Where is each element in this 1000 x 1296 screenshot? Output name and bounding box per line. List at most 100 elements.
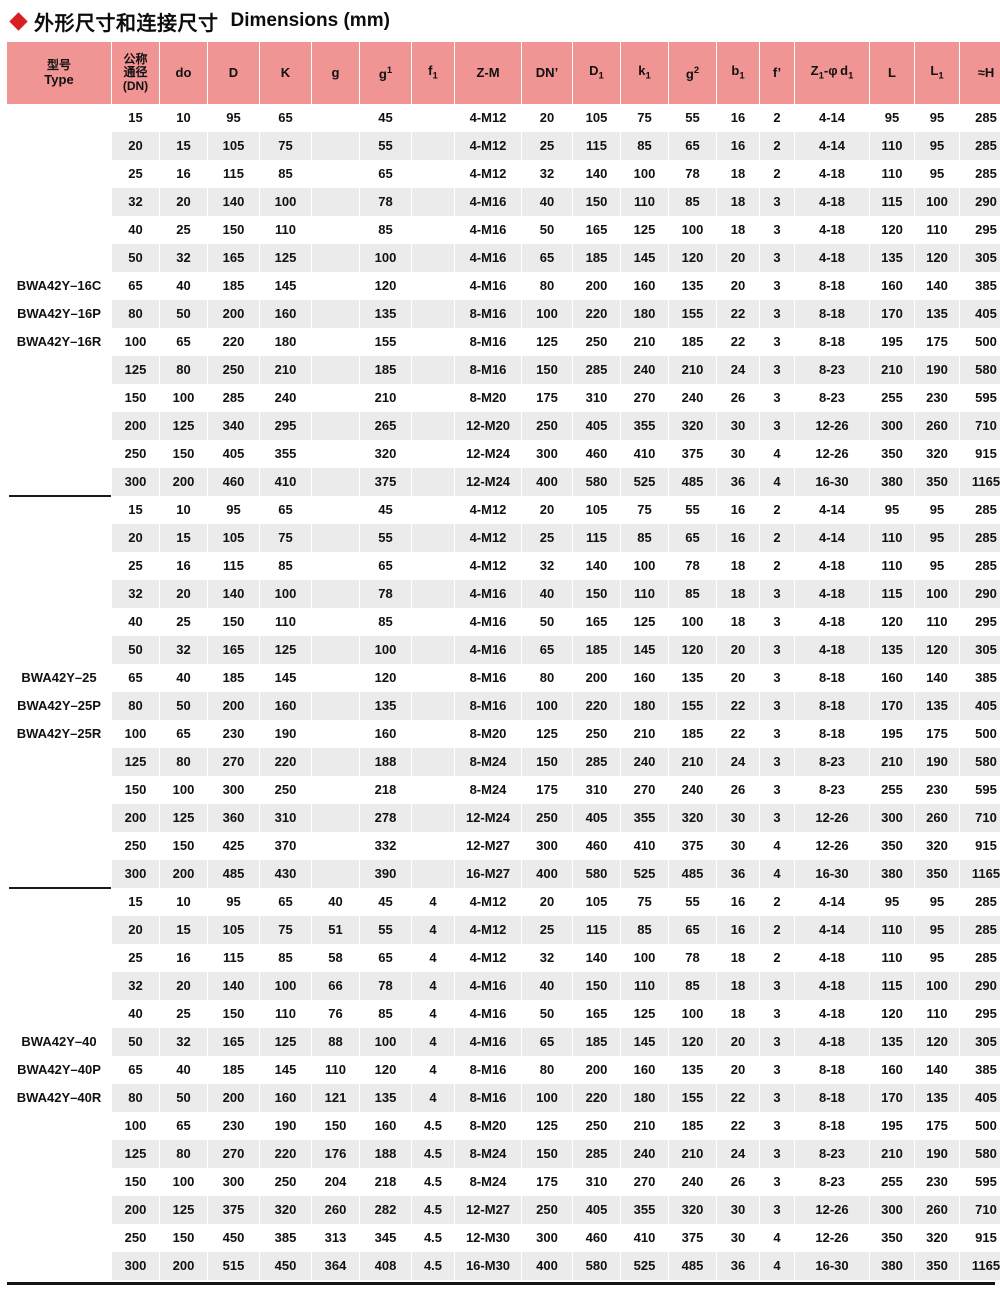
cell-fp: 2	[760, 160, 794, 188]
cell-D1: 220	[573, 300, 620, 328]
cell-D1: 185	[573, 1028, 620, 1056]
cell-D: 405	[208, 440, 259, 468]
cell-dnp: 65	[522, 1028, 572, 1056]
cell-K: 100	[260, 580, 311, 608]
cell-k1: 110	[621, 188, 668, 216]
type-cell	[7, 1000, 111, 1028]
cell-do: 15	[160, 916, 207, 944]
cell-g2: 55	[669, 104, 716, 132]
cell-K: 240	[260, 384, 311, 412]
cell-D: 230	[208, 1112, 259, 1140]
cell-L: 110	[870, 916, 914, 944]
cell-do: 10	[160, 496, 207, 524]
table-row: 15 10 95 65 45 4-M12 20 105 75 55 16 2 4-14 95 95 285	[7, 104, 1000, 132]
cell-K: 75	[260, 916, 311, 944]
cell-D1: 310	[573, 384, 620, 412]
cell-fp: 3	[760, 804, 794, 832]
cell-K: 310	[260, 804, 311, 832]
cell-g2: 375	[669, 832, 716, 860]
cell-g2: 240	[669, 1168, 716, 1196]
cell-L1: 230	[915, 1168, 959, 1196]
cell-L: 160	[870, 272, 914, 300]
cell-D1: 405	[573, 1196, 620, 1224]
table-row: BWA42Y–40P 65 40 185 145 110 120 4 8-M16 80 200 160…	[7, 1056, 1000, 1084]
cell-g1: 375	[360, 468, 411, 496]
cell-z1: 12-26	[795, 832, 869, 860]
cell-D1: 220	[573, 692, 620, 720]
cell-zm: 8-M16	[455, 692, 521, 720]
table-row: 250 150 405 355 320 12-M24 300 460 410 375 30 4 12-2…	[7, 440, 1000, 468]
cell-b1: 22	[717, 300, 759, 328]
cell-dn: 50	[112, 244, 159, 272]
type-cell: BWA42Y–40R	[7, 1084, 111, 1112]
cell-H: 285	[960, 496, 1000, 524]
cell-k1: 85	[621, 132, 668, 160]
cell-D1: 285	[573, 356, 620, 384]
cell-do: 50	[160, 300, 207, 328]
cell-f1	[412, 300, 454, 328]
cell-f1: 4	[412, 1056, 454, 1084]
cell-D1: 105	[573, 104, 620, 132]
cell-do: 200	[160, 860, 207, 888]
cell-D: 115	[208, 944, 259, 972]
cell-dnp: 300	[522, 1224, 572, 1252]
cell-D1: 185	[573, 636, 620, 664]
cell-g1: 65	[360, 160, 411, 188]
cell-D1: 580	[573, 860, 620, 888]
cell-g2: 185	[669, 720, 716, 748]
cell-b1: 16	[717, 524, 759, 552]
cell-g	[312, 468, 359, 496]
cell-do: 10	[160, 888, 207, 916]
cell-D1: 185	[573, 244, 620, 272]
cell-dn: 50	[112, 1028, 159, 1056]
cell-H: 710	[960, 1196, 1000, 1224]
type-cell	[7, 384, 111, 412]
cell-D: 250	[208, 356, 259, 384]
cell-g	[312, 272, 359, 300]
cell-D1: 150	[573, 580, 620, 608]
cell-z1: 4-18	[795, 1028, 869, 1056]
type-cell	[7, 160, 111, 188]
type-cell	[7, 188, 111, 216]
cell-dnp: 80	[522, 272, 572, 300]
cell-g1: 78	[360, 580, 411, 608]
cell-fp: 3	[760, 972, 794, 1000]
cell-H: 595	[960, 384, 1000, 412]
col-header-dn-cn2: 通径	[123, 65, 148, 80]
cell-fp: 3	[760, 692, 794, 720]
cell-z1: 4-18	[795, 244, 869, 272]
cell-D: 200	[208, 692, 259, 720]
cell-do: 80	[160, 748, 207, 776]
cell-dnp: 25	[522, 132, 572, 160]
cell-f1: 4.5	[412, 1252, 454, 1280]
cell-f1	[412, 636, 454, 664]
cell-dnp: 50	[522, 608, 572, 636]
cell-g	[312, 440, 359, 468]
cell-D1: 460	[573, 832, 620, 860]
cell-K: 85	[260, 160, 311, 188]
cell-zm: 16-M27	[455, 860, 521, 888]
cell-fp: 2	[760, 524, 794, 552]
cell-g1: 100	[360, 244, 411, 272]
cell-b1: 26	[717, 1168, 759, 1196]
cell-L: 110	[870, 160, 914, 188]
cell-dnp: 175	[522, 384, 572, 412]
cell-g1: 85	[360, 608, 411, 636]
cell-L1: 350	[915, 468, 959, 496]
cell-L: 300	[870, 412, 914, 440]
cell-D: 115	[208, 160, 259, 188]
cell-k1: 210	[621, 1112, 668, 1140]
cell-g2: 78	[669, 552, 716, 580]
cell-zm: 8-M16	[455, 356, 521, 384]
cell-L: 210	[870, 1140, 914, 1168]
cell-z1: 4-14	[795, 524, 869, 552]
cell-zm: 8-M16	[455, 1084, 521, 1112]
cell-L: 115	[870, 580, 914, 608]
cell-dn: 80	[112, 1084, 159, 1112]
cell-zm: 4-M12	[455, 160, 521, 188]
cell-fp: 3	[760, 216, 794, 244]
cell-g1: 78	[360, 188, 411, 216]
cell-L: 195	[870, 1112, 914, 1140]
cell-fp: 3	[760, 636, 794, 664]
cell-L: 120	[870, 216, 914, 244]
